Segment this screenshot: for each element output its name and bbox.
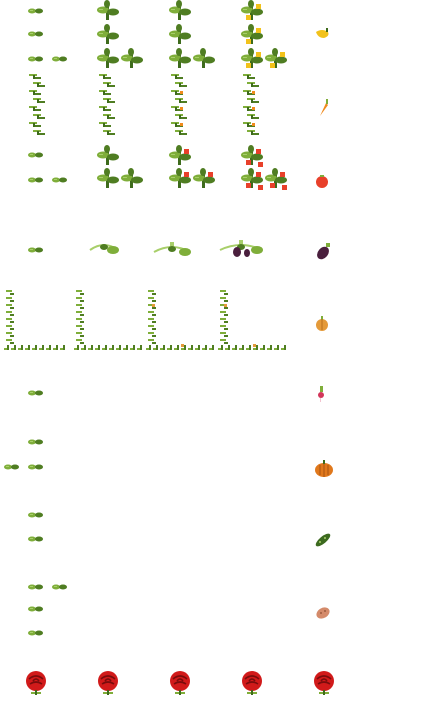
pepper-young-plant [193,48,215,68]
pumpkin-seedling [28,439,43,445]
pepper-sprout [97,24,119,44]
pepper-seedling [28,56,43,62]
tomato-seedling [52,177,67,183]
eggplant-vine [89,244,119,254]
pepper-seedling [28,31,43,37]
tomato-young-plant [169,145,191,165]
pumpkin-seedling [28,464,43,470]
tomato-icon [316,175,328,188]
eggplant-fruiting-vine [219,240,263,257]
pumpkin-icon [315,460,333,477]
tomato-fruiting-plant [265,168,287,190]
pepper-sprout [97,0,119,20]
carrot-young-column [171,74,187,135]
onion-sprawl [4,290,65,350]
tomato-fruiting-plant [241,145,263,167]
potato-icon [316,607,330,619]
tomato-young-plant [193,168,215,188]
eggplant-flowering-vine [153,242,191,256]
onion-icon [316,316,328,331]
radish-icon [318,386,324,402]
potato-seedling [28,606,43,612]
carrot-seedling-column [29,74,45,135]
eggplant-icon [317,243,330,260]
rose-bloom [170,671,190,695]
tomato-sprout [121,168,143,188]
pepper-fruiting-plant [265,48,287,68]
pumpkin-seedling [4,464,19,470]
potato-seedling [52,584,67,590]
pepper-young-plant [169,0,191,20]
rose-bloom [242,671,262,695]
zucchini-seedling [28,536,43,542]
pepper-fruiting-plant [241,24,263,44]
tomato-seedling [28,152,43,158]
tomato-fruiting-plant [241,168,263,190]
radish-seedling [28,390,43,396]
onion-sprawl [146,290,214,350]
onion-sprawl [74,290,142,350]
carrot-mature-column [243,74,259,135]
pepper-fruiting-plant [241,48,263,68]
pepper-sprout [121,48,143,68]
pepper-seedling [28,8,43,14]
tomato-sprout [97,145,119,165]
rose-bloom [98,671,118,695]
tomato-seedling [28,177,43,183]
eggplant-seedling [28,247,43,253]
yellow-pepper-icon [316,28,329,38]
rose-bloom [26,671,46,695]
zucchini-icon [315,533,331,547]
pepper-seedling [52,56,67,62]
potato-seedling [28,584,43,590]
pepper-sprout [97,48,119,68]
tomato-young-plant [169,168,191,188]
pepper-young-plant [169,48,191,68]
carrot-sprout-column [99,74,115,135]
carrot-icon [320,99,328,116]
zucchini-seedling [28,512,43,518]
pepper-fruiting-plant [241,0,263,20]
potato-seedling [28,630,43,636]
rose-bloom [314,671,334,695]
pepper-young-plant [169,24,191,44]
onion-sprawl [218,290,286,350]
tomato-sprout [97,168,119,188]
